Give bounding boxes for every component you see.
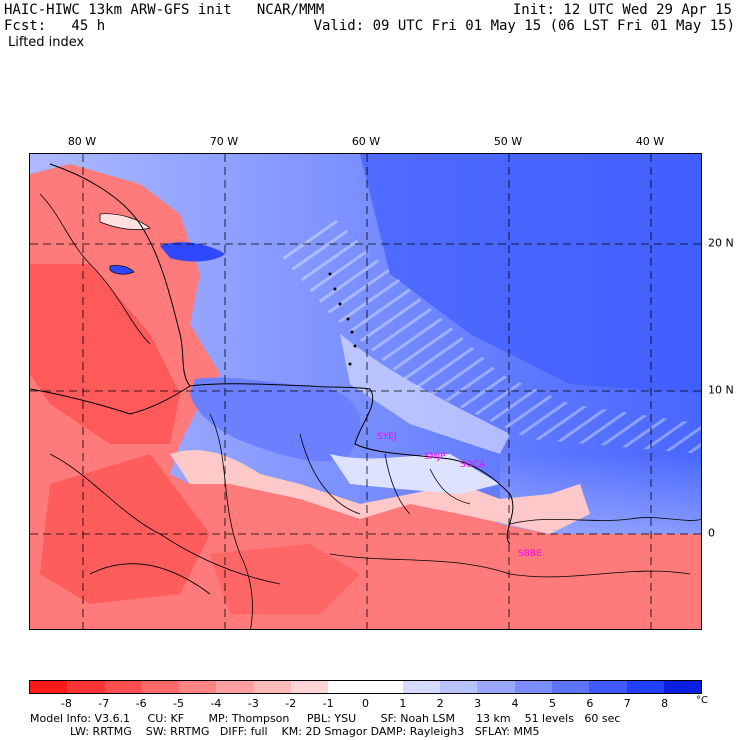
colorbar-segment: [477, 681, 514, 693]
colorbar-segment: [664, 681, 701, 693]
colorbar-segment: [30, 681, 67, 693]
colorbar-unit: °C: [696, 695, 708, 706]
colorbar-tick-label: -8: [61, 697, 72, 710]
colorbar-tick-label: 1: [399, 697, 406, 710]
colorbar-tick-label: -7: [98, 697, 109, 710]
colorbar-tick-label: -5: [173, 697, 184, 710]
colorbar-segment: [105, 681, 142, 693]
station-label: SBBE: [518, 549, 542, 559]
colorbar: [29, 680, 702, 694]
colorbar-segment: [291, 681, 328, 693]
colorbar-segment: [179, 681, 216, 693]
lon-label-70w: 70 W: [210, 135, 238, 148]
colorbar-tick-label: -3: [248, 697, 259, 710]
colorbar-segment: [515, 681, 552, 693]
lat-label-0: 0: [708, 527, 715, 540]
model-title: HAIC-HIWC 13km ARW-GFS init NCAR/MMM: [4, 2, 324, 18]
colorbar-tick-label: 6: [586, 697, 593, 710]
colorbar-segment: [254, 681, 291, 693]
lon-label-60w: 60 W: [352, 135, 380, 148]
valid-time: Valid: 09 UTC Fri 01 May 15 (06 LST Fri …: [314, 18, 735, 34]
colorbar-segment: [67, 681, 104, 693]
colorbar-segment: [403, 681, 440, 693]
model-info-line2: LW: RRTMG SW: RRTMG DIFF: full KM: 2D Sm…: [70, 725, 540, 738]
colorbar-segment: [328, 681, 365, 693]
station-label: SYEJ: [377, 432, 397, 442]
colorbar-segment: [216, 681, 253, 693]
colorbar-segment: [440, 681, 477, 693]
lon-label-50w: 50 W: [494, 135, 522, 148]
colorbar-tick-label: -6: [136, 697, 147, 710]
lat-label-20n: 20 N: [708, 237, 734, 250]
init-time: Init: 12 UTC Wed 29 Apr 15: [513, 2, 732, 18]
lat-label-10n: 10 N: [708, 384, 734, 397]
colorbar-segment: [589, 681, 626, 693]
lifted-index-map: SYEJ SMJP SOCA SBBE: [29, 153, 702, 630]
colorbar-tick-label: -1: [323, 697, 334, 710]
colorbar-tick-label: -2: [285, 697, 296, 710]
colorbar-segment: [366, 681, 403, 693]
colorbar-tick-label: 4: [512, 697, 519, 710]
station-label: SOCA: [460, 460, 485, 470]
map-canvas: [30, 154, 702, 630]
colorbar-tick-label: 0: [362, 697, 369, 710]
field-name: Lifted index: [8, 35, 84, 51]
colorbar-tick-label: 8: [661, 697, 668, 710]
lon-label-40w: 40 W: [636, 135, 664, 148]
station-label: SMJP: [424, 452, 446, 462]
colorbar-segment: [627, 681, 664, 693]
model-info-line1: Model Info: V3.6.1 CU: KF MP: Thompson P…: [30, 712, 620, 725]
colorbar-segment: [142, 681, 179, 693]
lon-label-80w: 80 W: [68, 135, 96, 148]
colorbar-tick-label: 5: [549, 697, 556, 710]
colorbar-segment: [552, 681, 589, 693]
colorbar-tick-label: -4: [210, 697, 221, 710]
colorbar-tick-label: 2: [437, 697, 444, 710]
colorbar-tick-label: 3: [474, 697, 481, 710]
colorbar-tick-label: 7: [624, 697, 631, 710]
forecast-hour: Fcst: 45 h: [4, 18, 105, 34]
